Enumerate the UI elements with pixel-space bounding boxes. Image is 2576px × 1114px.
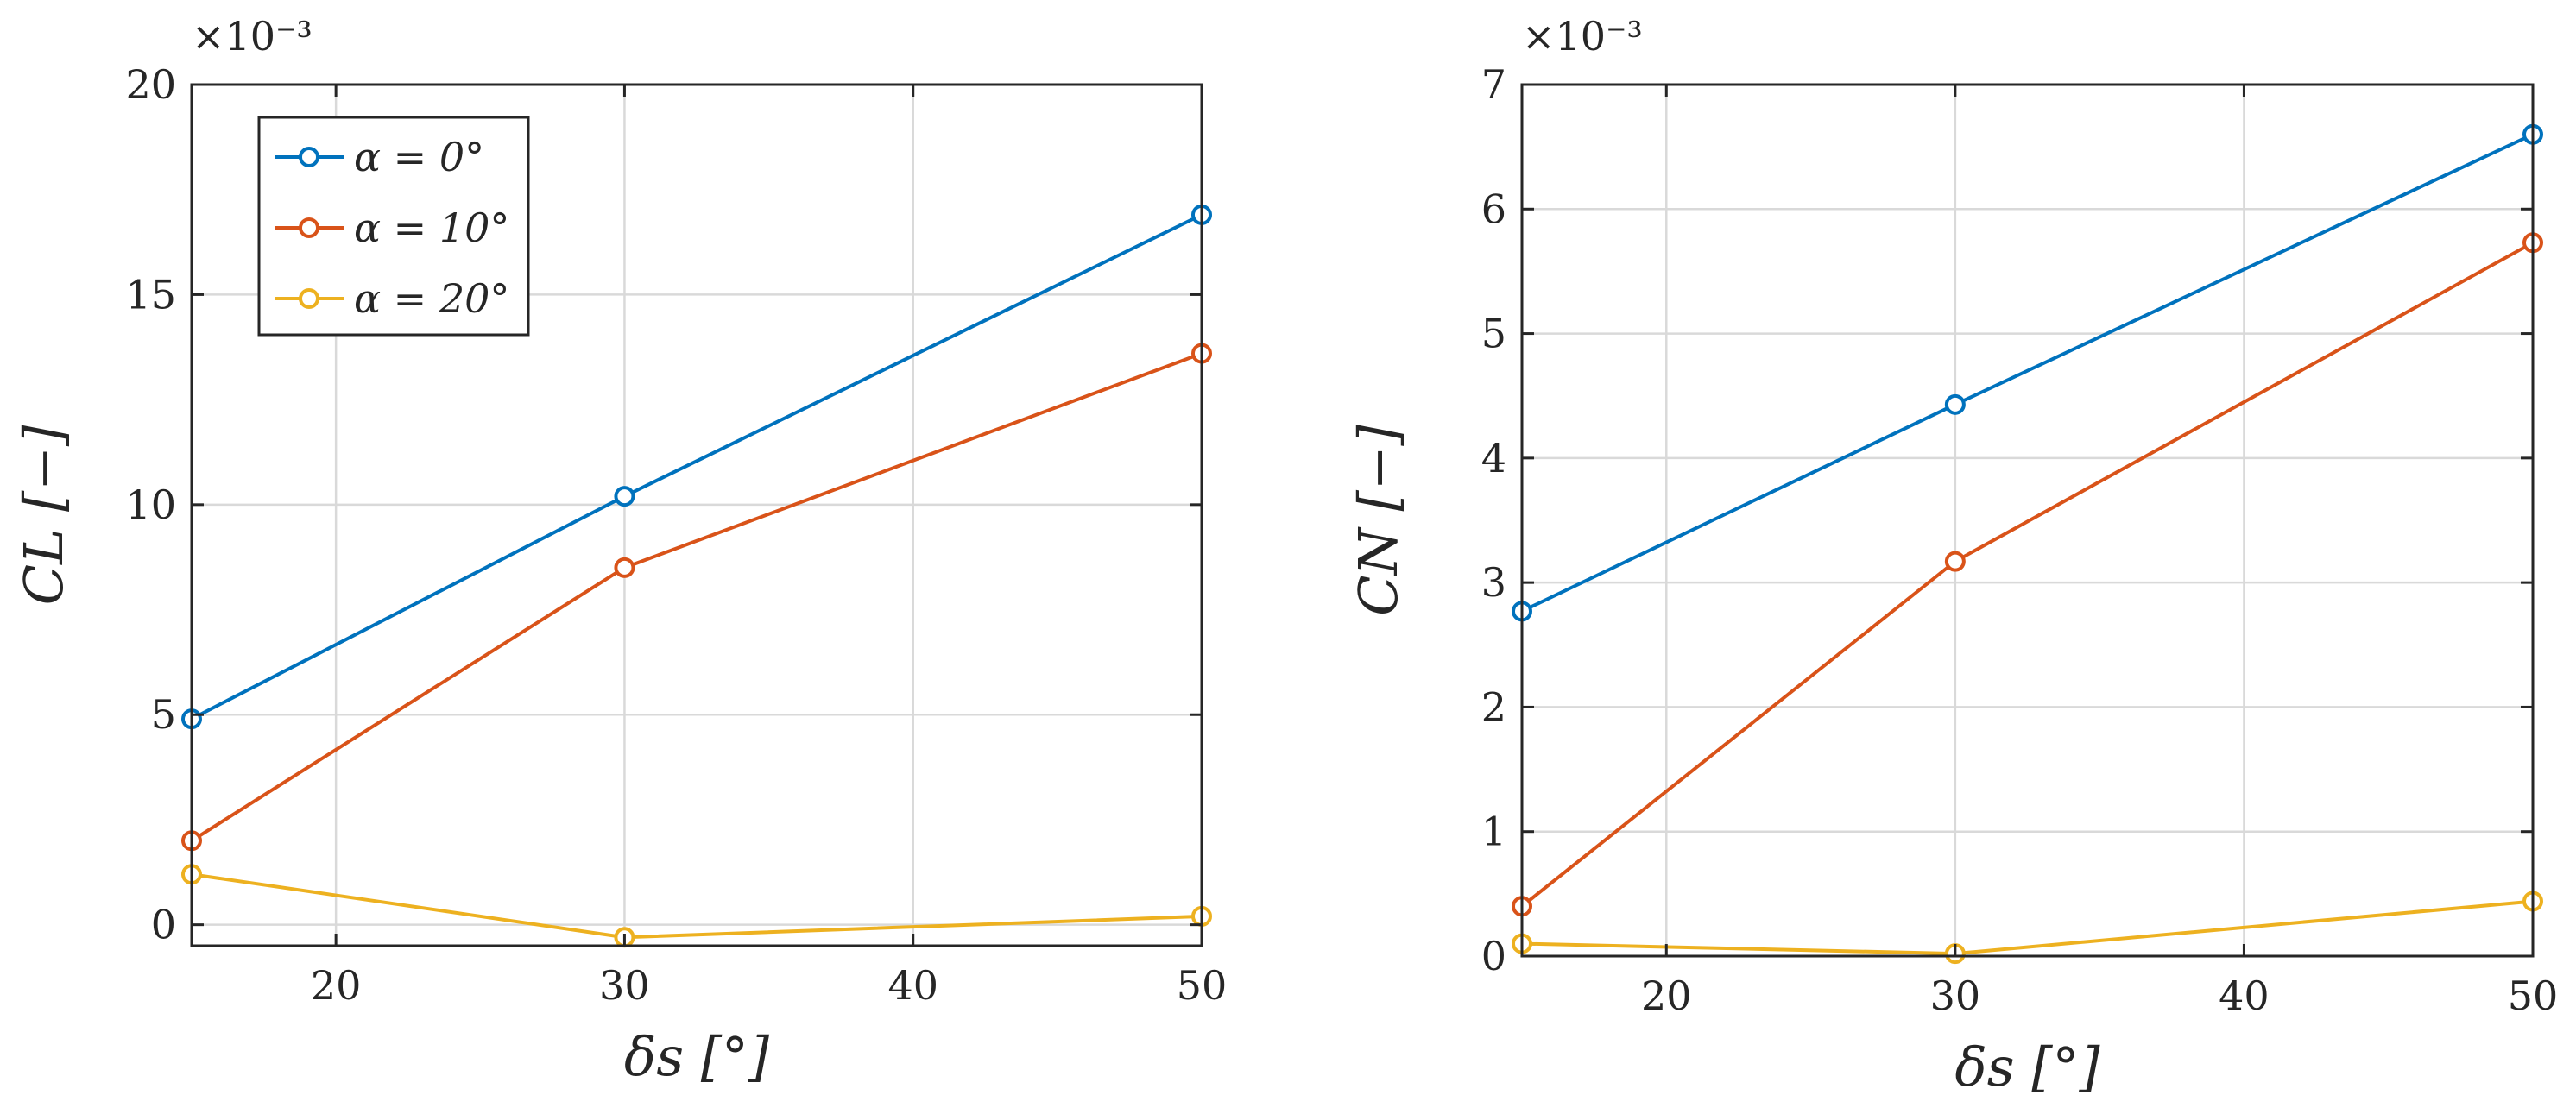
y-tick-label: 15 bbox=[125, 271, 176, 318]
legend-item: α = 0° bbox=[275, 134, 484, 180]
axes-frame bbox=[190, 83, 1203, 947]
legend-item: α = 20° bbox=[275, 275, 509, 322]
series-line bbox=[191, 872, 1203, 940]
y-tick-label: 5 bbox=[1481, 311, 1506, 357]
x-tick-label: 20 bbox=[1641, 972, 1692, 1019]
y-tick-label: 7 bbox=[1481, 61, 1506, 108]
data-point bbox=[614, 557, 635, 578]
x-axis: 20 30 40 50 bbox=[1641, 85, 2558, 1019]
y-tick-label: 2 bbox=[1481, 683, 1506, 730]
x-tick-label: 50 bbox=[1177, 962, 1228, 1009]
legend-swatch-marker bbox=[299, 147, 319, 167]
y-tick-label: 1 bbox=[1481, 809, 1506, 855]
y-axis: 0 5 10 15 20 bbox=[125, 61, 1202, 948]
legend-swatch-marker bbox=[299, 288, 319, 309]
series-line bbox=[1521, 899, 2534, 956]
y-axis-label: CN [−] bbox=[1347, 424, 1410, 616]
y-axis-label: CL [−] bbox=[12, 425, 75, 605]
y-exponent-label: ×10⁻³ bbox=[1522, 13, 1643, 60]
y-tick-label: 20 bbox=[125, 61, 176, 108]
series-2 bbox=[181, 343, 1212, 852]
data-point bbox=[1944, 393, 1966, 415]
legend-item: α = 10° bbox=[275, 205, 509, 251]
data-point bbox=[614, 486, 635, 507]
x-axis-label: δs [°] bbox=[624, 1025, 770, 1088]
x-axis: 20 30 40 50 bbox=[311, 85, 1227, 1009]
y-axis: 0 1 2 3 4 5 6 7 bbox=[1481, 61, 2533, 979]
series-line bbox=[190, 351, 1203, 842]
legend-label: α = 0° bbox=[354, 134, 484, 180]
legend-label: α = 20° bbox=[354, 275, 509, 322]
y-tick-label: 0 bbox=[151, 902, 176, 948]
y-tick-label: 3 bbox=[1481, 559, 1506, 606]
data-point bbox=[1944, 551, 1966, 572]
x-tick-label: 30 bbox=[1930, 972, 1981, 1019]
legend: α = 0° α = 10° α = 20° bbox=[257, 116, 530, 337]
y-tick-label: 0 bbox=[1481, 933, 1506, 979]
y-tick-label: 10 bbox=[125, 481, 176, 528]
series-line bbox=[1520, 241, 2534, 908]
series-2 bbox=[1512, 232, 2543, 917]
x-tick-label: 20 bbox=[311, 962, 362, 1009]
x-tick-label: 40 bbox=[2219, 972, 2270, 1019]
legend-label: α = 10° bbox=[354, 205, 509, 251]
y-tick-label: 4 bbox=[1481, 435, 1506, 481]
x-tick-label: 30 bbox=[599, 962, 650, 1009]
series-1 bbox=[1512, 123, 2543, 622]
y-tick-label: 6 bbox=[1481, 186, 1506, 232]
x-tick-label: 50 bbox=[2508, 972, 2559, 1019]
legend-swatch-marker bbox=[299, 217, 319, 238]
chart-panel-2: 20 30 40 50 0 1 2 3 4 5 6 7 ×10⁻³ δs [°] CN [−] bbox=[1347, 13, 2558, 1098]
y-tick-label: 5 bbox=[151, 691, 176, 738]
axes-frame bbox=[1520, 83, 2535, 958]
x-tick-label: 40 bbox=[887, 962, 938, 1009]
series-line bbox=[1521, 132, 2534, 614]
y-exponent-label: ×10⁻³ bbox=[192, 13, 313, 60]
x-axis-label: δs [°] bbox=[1954, 1035, 2100, 1098]
